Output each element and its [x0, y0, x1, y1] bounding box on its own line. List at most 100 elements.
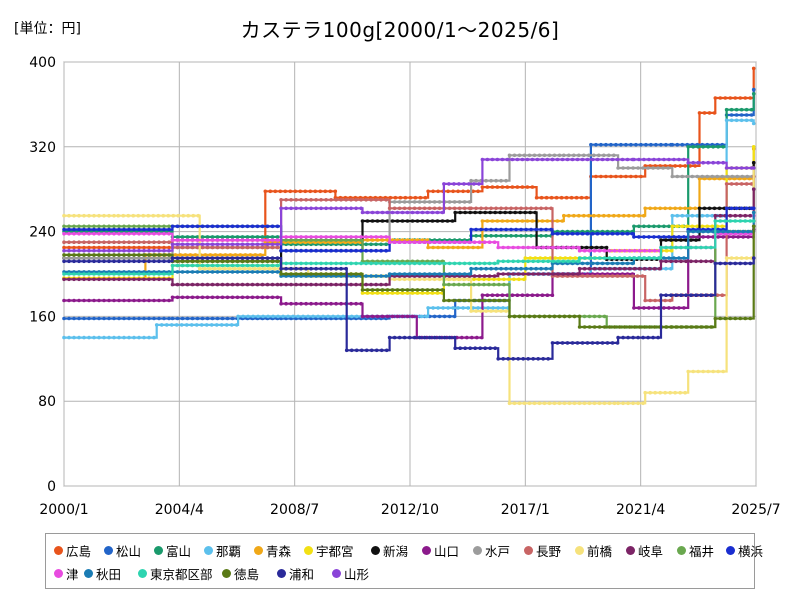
data-point [549, 266, 553, 271]
data-point [210, 263, 215, 268]
data-point [142, 316, 146, 321]
data-point [632, 325, 637, 329]
data-point [657, 266, 662, 271]
data-point [652, 235, 656, 239]
data-point [422, 272, 427, 276]
data-point [127, 272, 131, 276]
data-point [432, 206, 437, 211]
data-point [540, 293, 545, 298]
data-point [392, 240, 397, 244]
data-point [667, 306, 671, 310]
data-point [167, 256, 171, 260]
data-point [510, 185, 515, 189]
legend-label: 富山 [166, 544, 192, 559]
data-point [395, 288, 400, 292]
data-point [751, 87, 756, 92]
data-point [77, 298, 81, 303]
data-point [237, 266, 242, 271]
data-point [641, 166, 645, 170]
data-point [230, 295, 235, 300]
data-point [621, 401, 625, 406]
data-point [595, 341, 600, 345]
data-point [523, 210, 527, 215]
data-point [518, 210, 522, 215]
data-point [397, 261, 402, 266]
data-point [663, 206, 667, 211]
data-point [724, 107, 729, 112]
data-point [289, 248, 293, 253]
data-point [713, 316, 718, 321]
data-point [515, 185, 520, 189]
data-point [498, 210, 503, 215]
data-point [432, 200, 437, 204]
legend-marker [304, 546, 313, 555]
data-point [462, 182, 466, 186]
data-point [112, 298, 116, 303]
data-point [607, 266, 612, 271]
data-point [379, 198, 383, 202]
data-point [107, 298, 111, 303]
data-point [167, 253, 171, 257]
data-point [77, 259, 81, 264]
data-point [639, 142, 643, 147]
data-point [162, 259, 166, 264]
data-point [380, 238, 385, 242]
data-point [505, 219, 510, 223]
data-point [250, 242, 255, 247]
data-point [582, 325, 587, 329]
data-point [617, 213, 621, 218]
data-point [651, 166, 655, 170]
data-point [669, 259, 673, 264]
data-point [205, 282, 210, 287]
data-point [590, 274, 595, 278]
data-point [405, 219, 410, 223]
data-point [560, 231, 565, 236]
data-point [67, 213, 71, 218]
data-point [577, 153, 581, 158]
data-point [693, 206, 697, 211]
data-point [175, 256, 180, 260]
data-point [170, 316, 175, 321]
data-point [267, 266, 272, 271]
data-point [632, 235, 636, 239]
data-point [339, 238, 343, 242]
data-point [741, 229, 745, 234]
data-point [289, 266, 293, 271]
data-point [360, 288, 365, 292]
data-point [697, 111, 702, 115]
data-point [751, 256, 756, 260]
data-point [442, 261, 447, 266]
data-point [339, 235, 343, 239]
data-point [162, 248, 166, 253]
data-point [482, 277, 486, 282]
data-point [92, 213, 96, 218]
data-point [116, 213, 121, 218]
data-point [72, 245, 76, 250]
data-point [247, 266, 252, 271]
data-point [533, 256, 538, 260]
data-point [422, 240, 427, 244]
data-point [694, 259, 698, 264]
data-point [589, 245, 594, 250]
data-point [137, 224, 141, 229]
data-point [539, 195, 544, 200]
data-point [621, 335, 625, 340]
data-point [260, 224, 265, 229]
data-point [499, 178, 503, 183]
data-point [432, 272, 437, 276]
data-point [387, 335, 392, 340]
data-point [210, 235, 215, 239]
data-point [495, 219, 500, 223]
data-point [185, 238, 190, 242]
data-point [602, 256, 607, 260]
data-point [452, 272, 457, 276]
data-point [627, 266, 632, 271]
data-point [390, 210, 395, 215]
data-point [626, 401, 630, 406]
legend-item: 広島 [54, 541, 91, 560]
data-point [387, 261, 392, 266]
data-point [365, 291, 370, 295]
data-point [515, 219, 520, 223]
data-point [185, 256, 190, 260]
data-point [122, 248, 126, 253]
